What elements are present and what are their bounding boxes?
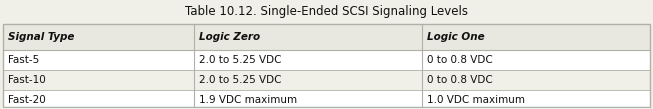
Text: Logic One: Logic One	[428, 32, 485, 42]
Text: Logic Zero: Logic Zero	[199, 32, 261, 42]
Text: 0 to 0.8 VDC: 0 to 0.8 VDC	[428, 55, 493, 65]
Text: 2.0 to 5.25 VDC: 2.0 to 5.25 VDC	[199, 75, 281, 85]
Bar	[3, 24, 650, 50]
Text: Fast-20: Fast-20	[8, 95, 46, 105]
Bar	[3, 70, 650, 90]
Text: 1.9 VDC maximum: 1.9 VDC maximum	[199, 95, 297, 105]
Text: 2.0 to 5.25 VDC: 2.0 to 5.25 VDC	[199, 55, 281, 65]
Text: 1.0 VDC maximum: 1.0 VDC maximum	[428, 95, 526, 105]
Text: Fast-10: Fast-10	[8, 75, 46, 85]
Text: 0 to 0.8 VDC: 0 to 0.8 VDC	[428, 75, 493, 85]
Bar	[3, 24, 650, 107]
Text: Table 10.12. Single-Ended SCSI Signaling Levels: Table 10.12. Single-Ended SCSI Signaling…	[185, 5, 468, 19]
Bar	[3, 24, 650, 107]
Bar	[3, 50, 650, 70]
Text: Fast-5: Fast-5	[8, 55, 40, 65]
Text: Signal Type: Signal Type	[8, 32, 75, 42]
Bar	[3, 90, 650, 109]
